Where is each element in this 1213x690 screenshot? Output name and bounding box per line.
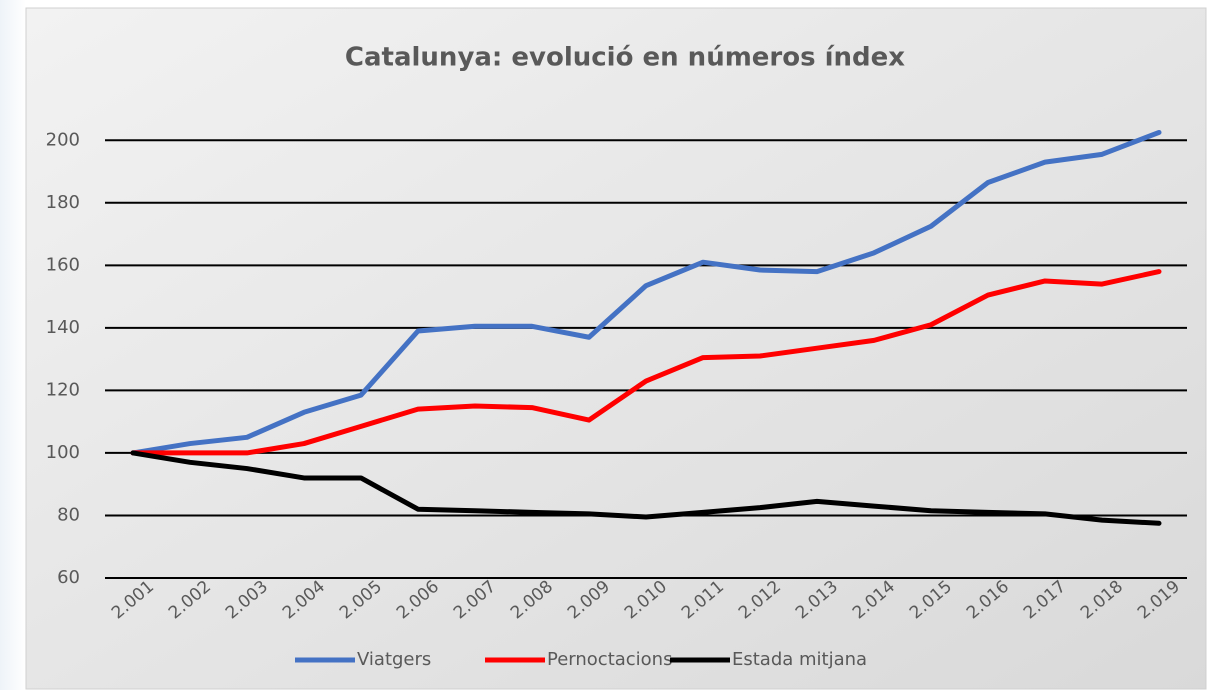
legend-label: Pernoctacions	[547, 649, 672, 670]
series-line	[130, 129, 1162, 456]
legend-label: Viatgers	[357, 649, 431, 670]
y-tick-label: 120	[46, 379, 80, 400]
y-tick-label: 200	[46, 129, 80, 150]
chart-title: Catalunya: evolució en números índex	[345, 43, 905, 73]
y-tick-label: 100	[46, 442, 80, 463]
legend-label: Estada mitjana	[732, 649, 867, 670]
y-tick-label: 80	[57, 504, 80, 525]
y-tick-label: 60	[57, 567, 80, 588]
y-tick-label: 160	[46, 254, 80, 275]
series-line	[130, 450, 1162, 526]
chart-area	[25, 7, 1207, 690]
side-strip	[0, 0, 26, 690]
y-tick-label: 180	[46, 192, 80, 213]
series-line	[130, 269, 1162, 456]
y-tick-label: 140	[46, 317, 80, 338]
